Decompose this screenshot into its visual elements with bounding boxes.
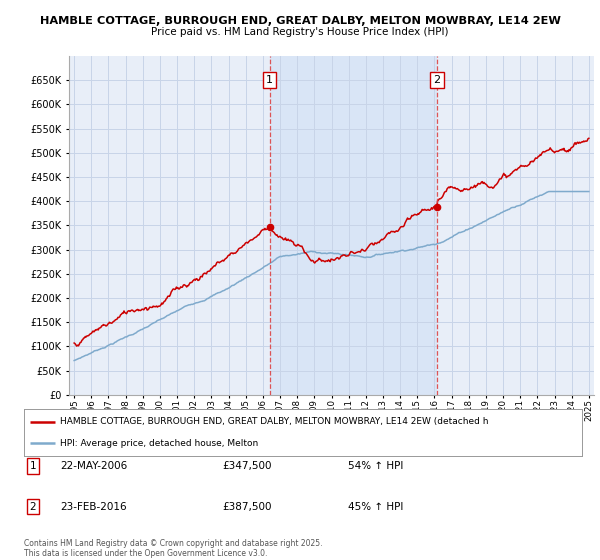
Text: 2: 2 bbox=[433, 75, 440, 85]
Text: 1: 1 bbox=[266, 75, 273, 85]
Text: 54% ↑ HPI: 54% ↑ HPI bbox=[348, 461, 403, 471]
Text: 1: 1 bbox=[29, 461, 37, 471]
Text: 22-MAY-2006: 22-MAY-2006 bbox=[60, 461, 127, 471]
Text: £387,500: £387,500 bbox=[222, 502, 271, 512]
Text: 45% ↑ HPI: 45% ↑ HPI bbox=[348, 502, 403, 512]
Text: 23-FEB-2016: 23-FEB-2016 bbox=[60, 502, 127, 512]
Text: HPI: Average price, detached house, Melton: HPI: Average price, detached house, Melt… bbox=[60, 438, 259, 447]
Bar bbox=[269, 56, 437, 395]
Text: Contains HM Land Registry data © Crown copyright and database right 2025.
This d: Contains HM Land Registry data © Crown c… bbox=[24, 539, 323, 558]
Text: 2: 2 bbox=[29, 502, 37, 512]
Text: £347,500: £347,500 bbox=[222, 461, 271, 471]
Text: Price paid vs. HM Land Registry's House Price Index (HPI): Price paid vs. HM Land Registry's House … bbox=[151, 27, 449, 37]
Text: HAMBLE COTTAGE, BURROUGH END, GREAT DALBY, MELTON MOWBRAY, LE14 2EW (detached h: HAMBLE COTTAGE, BURROUGH END, GREAT DALB… bbox=[60, 417, 489, 426]
Text: HAMBLE COTTAGE, BURROUGH END, GREAT DALBY, MELTON MOWBRAY, LE14 2EW: HAMBLE COTTAGE, BURROUGH END, GREAT DALB… bbox=[40, 16, 560, 26]
